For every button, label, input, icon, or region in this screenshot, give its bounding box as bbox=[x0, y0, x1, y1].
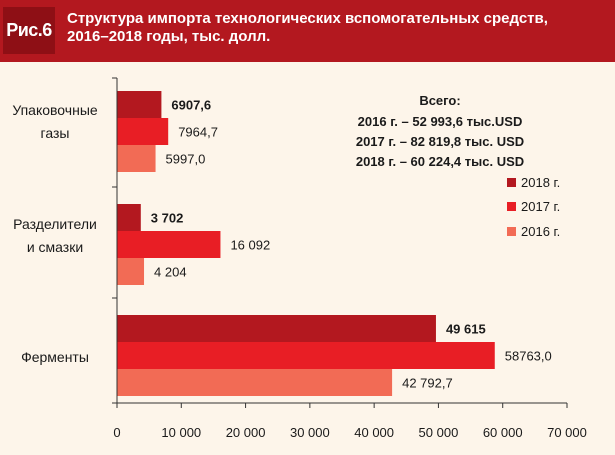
totals-line-0: 2016 г. – 52 993,6 тыс.USD bbox=[358, 114, 523, 129]
data-label-0-0: 6907,6 bbox=[171, 98, 211, 113]
category-label-2-0: Ферменты bbox=[21, 349, 89, 365]
legend-swatch-1 bbox=[507, 202, 516, 211]
bar-0-0 bbox=[117, 91, 162, 118]
category-label-0-0: Упаковочные bbox=[12, 102, 98, 118]
data-label-1-1: 16 092 bbox=[230, 238, 270, 253]
legend-swatch-2 bbox=[507, 227, 516, 236]
totals-line-2: 2018 г. – 60 224,4 тыс. USD bbox=[356, 154, 524, 169]
category-label-1-1: и смазки bbox=[27, 239, 83, 255]
x-tick-label-3: 30 000 bbox=[290, 425, 330, 440]
figure-title: Структура импорта технологических вспомо… bbox=[67, 10, 597, 46]
bar-0-1 bbox=[117, 204, 141, 231]
legend-label-1: 2017 г. bbox=[521, 199, 560, 214]
data-label-1-0: 7964,7 bbox=[178, 125, 218, 140]
legend-label-0: 2018 г. bbox=[521, 175, 560, 190]
data-label-0-2: 49 615 bbox=[446, 322, 486, 337]
category-label-0-1: газы bbox=[41, 125, 70, 141]
figure-number-badge: Рис.6 bbox=[3, 7, 55, 54]
x-tick-label-1: 10 000 bbox=[161, 425, 201, 440]
totals-line-1: 2017 г. – 82 819,8 тыс. USD bbox=[356, 134, 524, 149]
data-label-0-1: 3 702 bbox=[151, 211, 184, 226]
data-label-2-2: 42 792,7 bbox=[402, 376, 453, 391]
bar-1-2 bbox=[117, 342, 495, 369]
bar-2-0 bbox=[117, 145, 156, 172]
x-tick-label-4: 40 000 bbox=[354, 425, 394, 440]
x-tick-label-0: 0 bbox=[113, 425, 120, 440]
data-label-1-2: 58763,0 bbox=[505, 349, 552, 364]
legend-label-2: 2016 г. bbox=[521, 224, 560, 239]
x-tick-label-6: 60 000 bbox=[483, 425, 523, 440]
figure-title-line-2: 2016–2018 годы, тыс. долл. bbox=[67, 28, 271, 45]
bar-2-1 bbox=[117, 258, 145, 285]
figure-header: Рис.6 Структура импорта технологических … bbox=[0, 0, 615, 62]
figure-title-line-1: Структура импорта технологических вспомо… bbox=[67, 10, 548, 27]
legend-swatch-0 bbox=[507, 178, 516, 187]
totals-heading: Всего: bbox=[419, 93, 460, 108]
bar-1-0 bbox=[117, 118, 169, 145]
bar-0-2 bbox=[117, 315, 436, 342]
bar-2-2 bbox=[117, 369, 393, 396]
x-tick-label-5: 50 000 bbox=[419, 425, 459, 440]
data-label-2-1: 4 204 bbox=[154, 265, 187, 280]
data-label-2-0: 5997,0 bbox=[166, 152, 206, 167]
x-tick-label-2: 20 000 bbox=[226, 425, 266, 440]
bar-1-1 bbox=[117, 231, 221, 258]
x-tick-label-7: 70 000 bbox=[547, 425, 587, 440]
category-label-1-0: Разделители bbox=[13, 216, 97, 232]
